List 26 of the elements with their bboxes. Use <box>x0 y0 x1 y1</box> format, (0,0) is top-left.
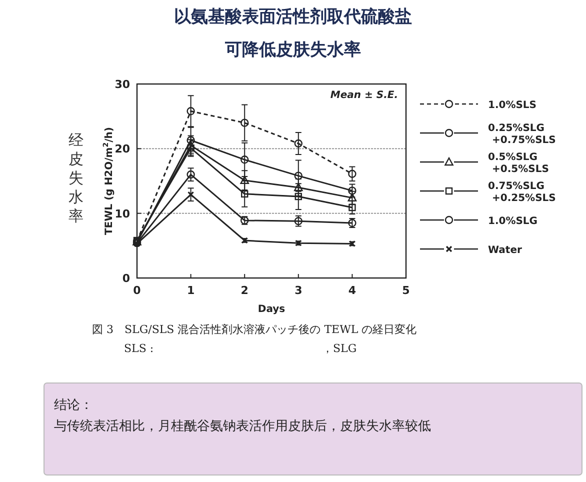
text: 结论： <box>54 398 93 413</box>
x-tick-label: 3 <box>294 284 302 297</box>
text: 1.0%SLG <box>488 216 538 227</box>
chart-title: 以氨基酸表面活性剂取代硫酸盐 <box>174 7 412 27</box>
text: ，SLG <box>322 342 357 355</box>
x-tick-label: 0 <box>133 284 142 297</box>
x-axis-title: Days <box>258 304 286 315</box>
x-tick-label: 1 <box>186 284 195 297</box>
caption: 図 3 SLG/SLS 混合活性剤水溶液パッチ後の TEWL の経日変化 <box>92 323 417 336</box>
text: SLS : <box>124 342 154 355</box>
text: 0.75%SLG +0.25%SLS <box>488 181 556 204</box>
text: 0.5%SLG +0.5%SLS <box>488 152 549 175</box>
x-tick-label: 4 <box>348 284 356 297</box>
x-tick-label: 2 <box>240 284 248 297</box>
text: 与传统表活相比，月桂酰谷氨钠表活作用皮肤后，皮肤失水率较低 <box>54 418 431 434</box>
chart-subtitle: 可降低皮肤失水率 <box>224 40 361 60</box>
text: 经皮失水率 <box>68 131 84 225</box>
x-tick-label: 5 <box>402 284 410 297</box>
annotation: Mean ± S.E. <box>330 90 398 101</box>
y-tick-label: 20 <box>114 142 130 156</box>
text: Water <box>488 245 522 256</box>
y-tick-label: 0 <box>122 272 130 285</box>
text: 1.0%SLS <box>488 100 537 111</box>
text: 0.25%SLG +0.75%SLS <box>488 123 556 146</box>
y-tick-label: 10 <box>114 207 130 220</box>
y-tick-label: 30 <box>114 78 130 91</box>
